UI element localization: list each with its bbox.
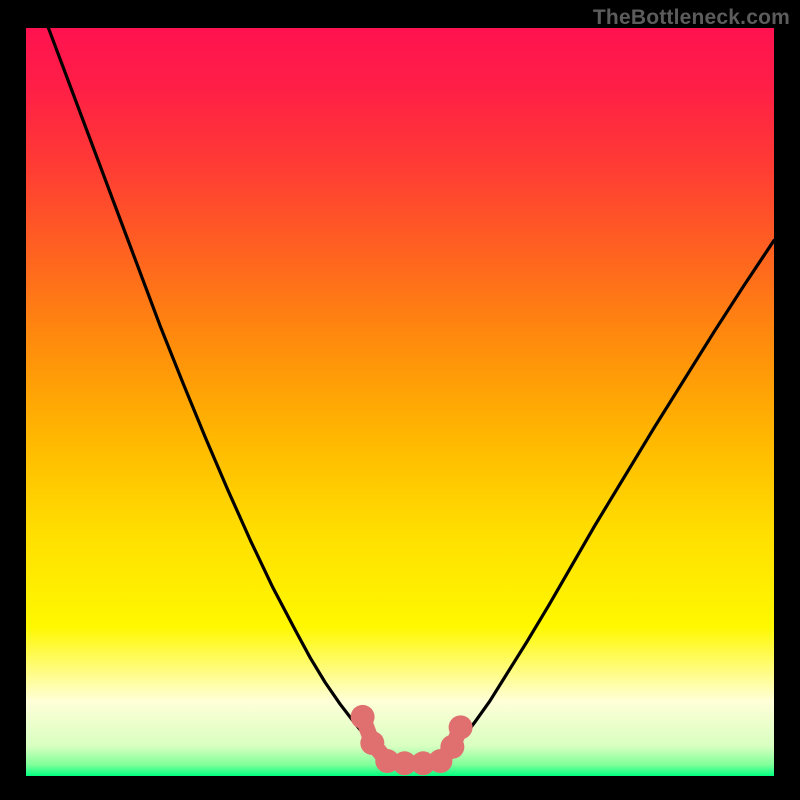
spline-node	[449, 715, 473, 739]
spline-node	[351, 705, 375, 729]
gradient-background	[26, 28, 774, 776]
chart-svg	[0, 0, 800, 800]
chart-container: TheBottleneck.com	[0, 0, 800, 800]
